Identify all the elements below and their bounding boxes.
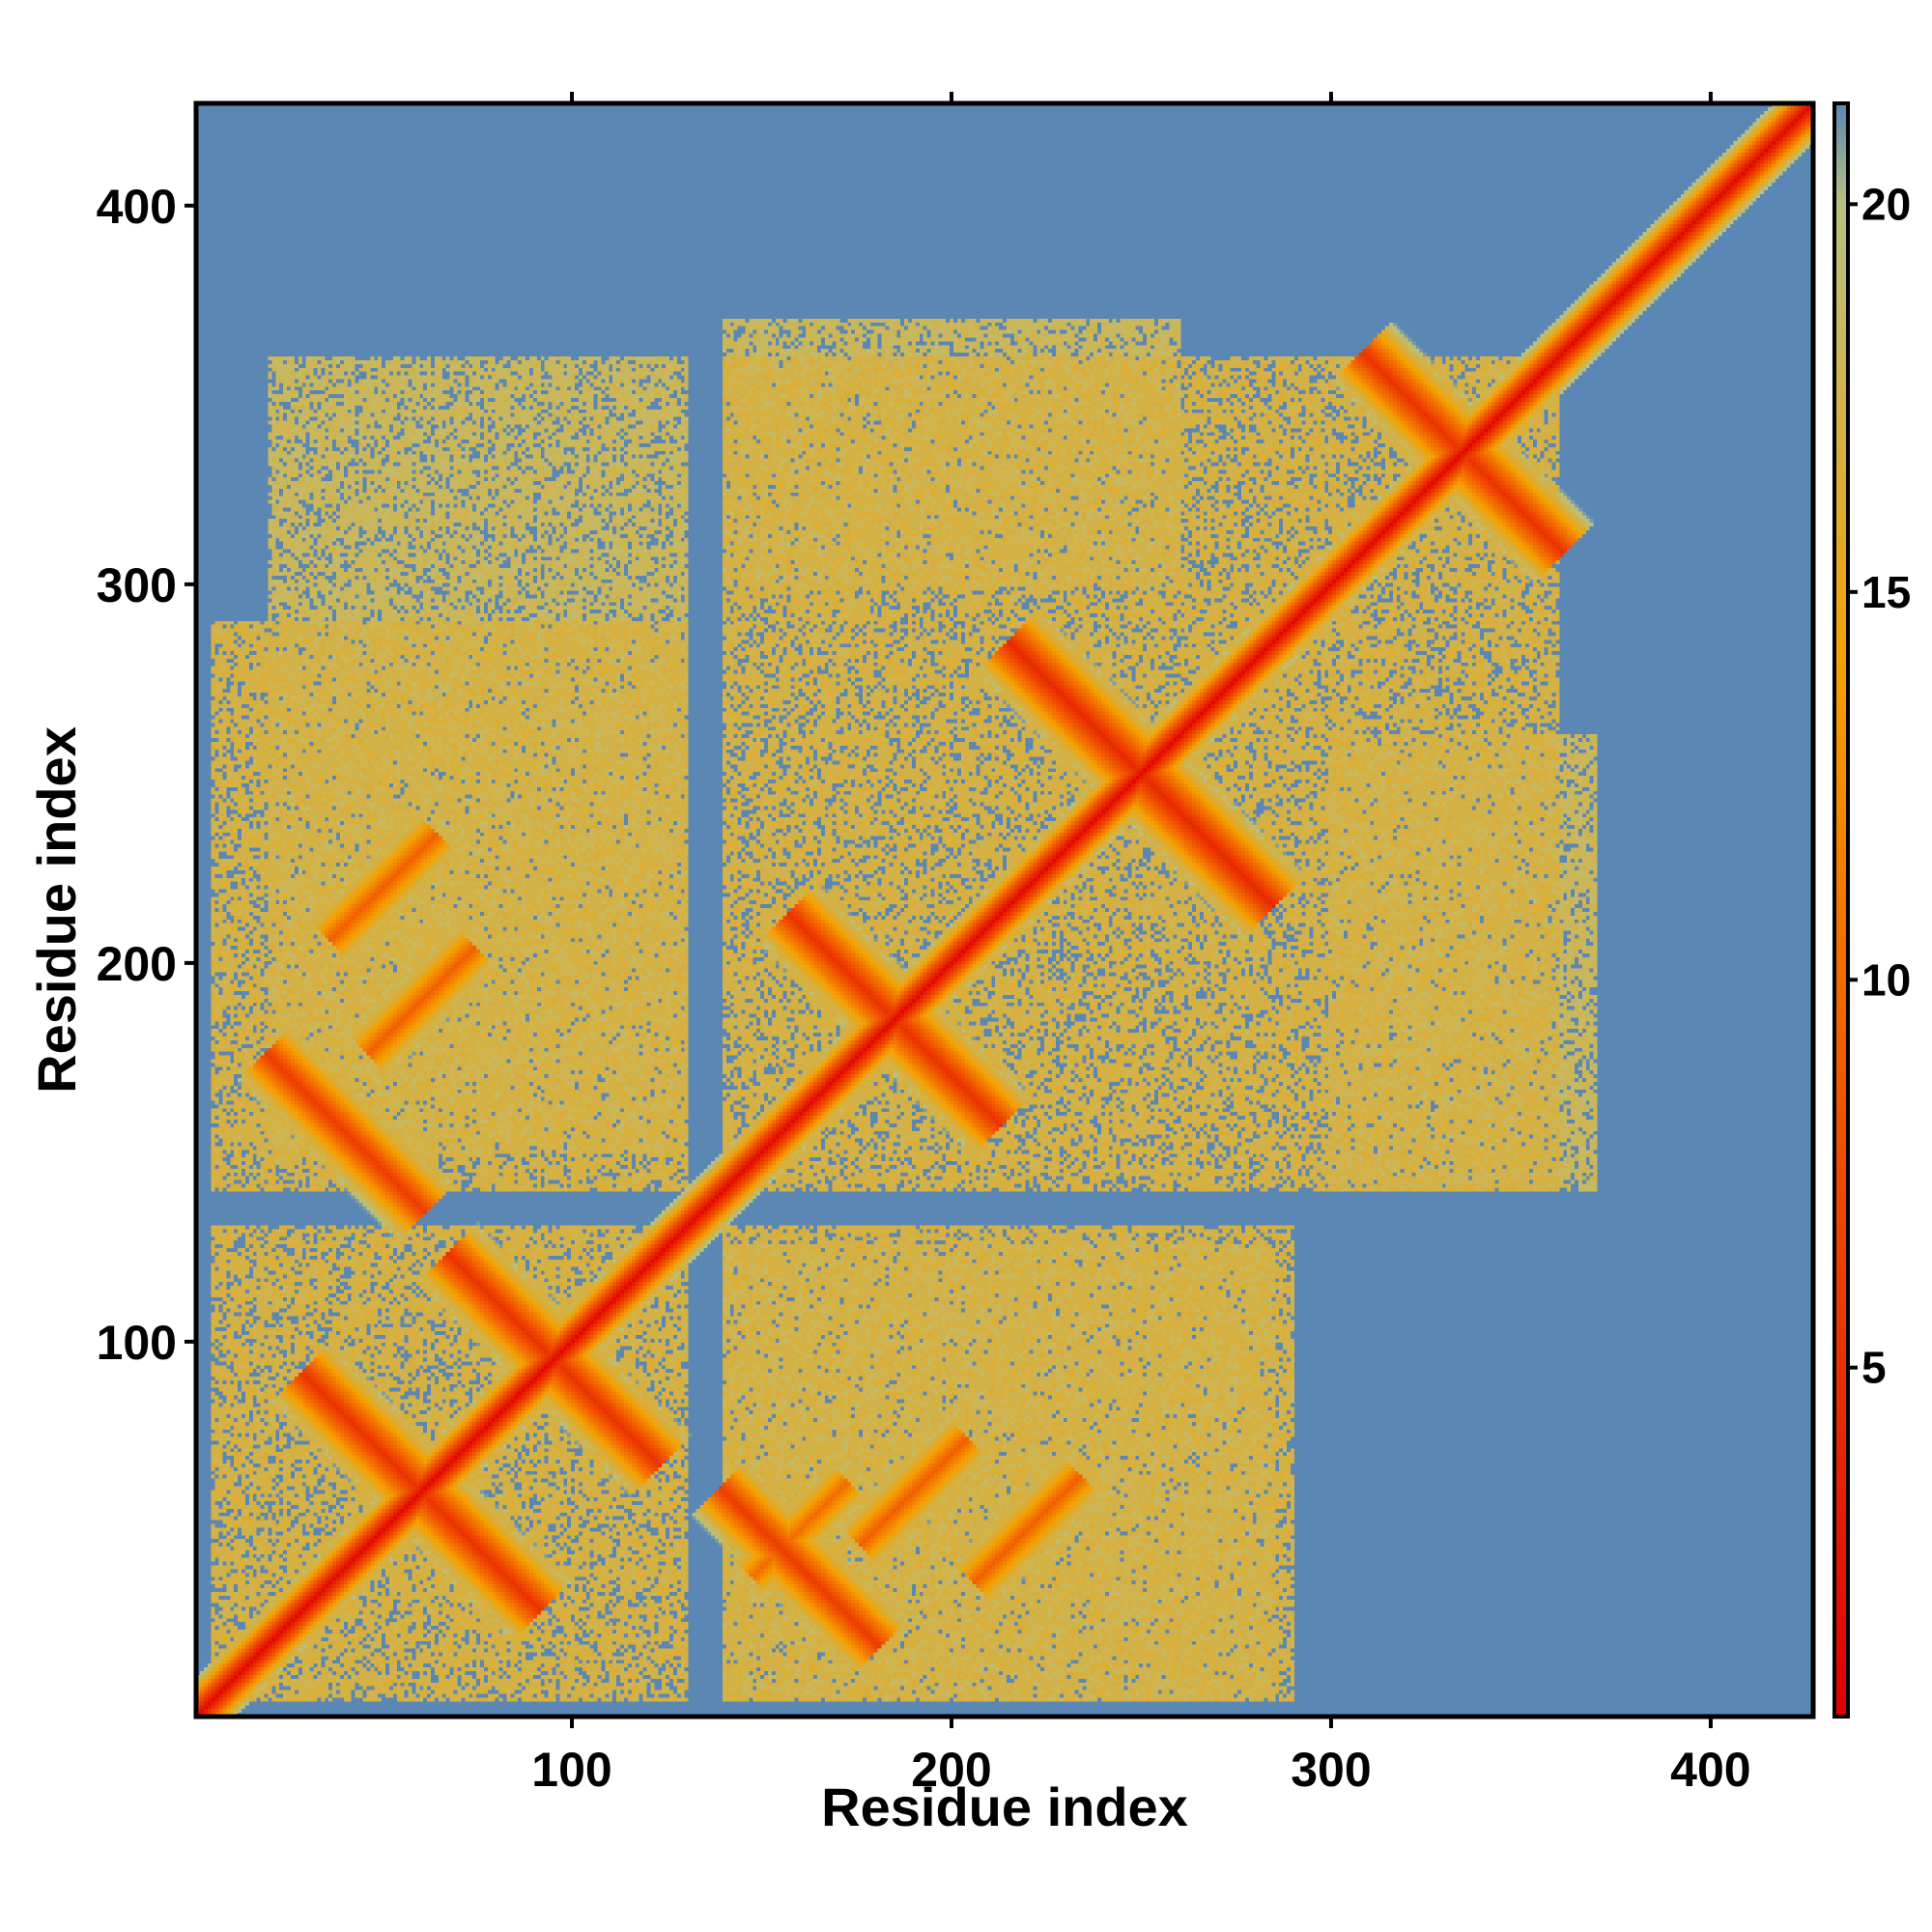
colorbar-tick-label: 20 bbox=[1861, 179, 1911, 229]
y-tick-label: 400 bbox=[97, 180, 177, 234]
x-tick-label: 300 bbox=[1291, 1743, 1371, 1797]
x-tick-label: 100 bbox=[531, 1743, 611, 1797]
colorbar-gradient bbox=[1833, 101, 1850, 1719]
y-tick-label: 100 bbox=[97, 1316, 177, 1370]
y-tick-label: 200 bbox=[97, 937, 177, 991]
heatmap bbox=[196, 103, 1813, 1717]
colorbar: 5 10 15 20 bbox=[1833, 101, 1911, 1719]
x-axis-title: Residue index bbox=[821, 1776, 1188, 1837]
colorbar-tick-label: 5 bbox=[1861, 1343, 1887, 1393]
colorbar-tick-label: 10 bbox=[1861, 954, 1911, 1005]
x-axis: 100 200 300 400 bbox=[531, 92, 1751, 1797]
x-tick-label: 400 bbox=[1670, 1743, 1750, 1797]
y-axis-title: Residue index bbox=[26, 726, 87, 1094]
y-axis: 100 200 300 400 bbox=[97, 180, 196, 1370]
y-tick-label: 300 bbox=[97, 558, 177, 612]
heatmap-cells bbox=[196, 103, 1813, 1717]
x-tick-label: 200 bbox=[911, 1743, 991, 1797]
plot-frame bbox=[193, 100, 1816, 1719]
colorbar-tick-label: 15 bbox=[1861, 567, 1911, 617]
